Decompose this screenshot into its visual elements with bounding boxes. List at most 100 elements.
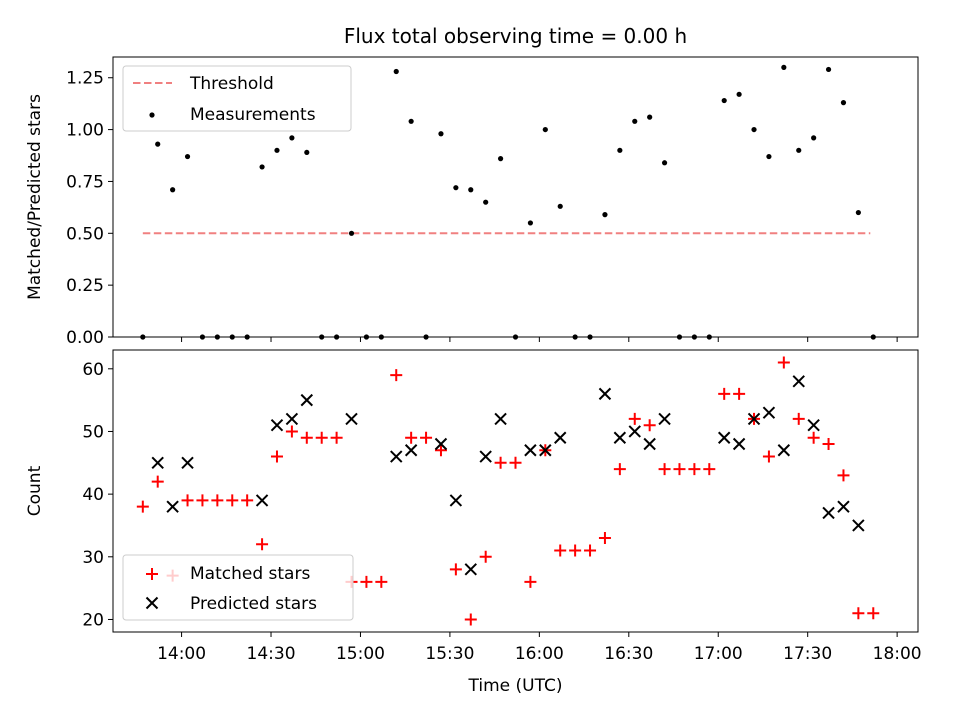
y-tick-label: 1.25 <box>66 69 104 89</box>
predicted-star-point <box>539 444 552 457</box>
measurement-point <box>781 64 787 70</box>
measurement-point <box>587 334 593 340</box>
predicted-star-point <box>404 444 418 457</box>
measurement-point <box>378 334 384 340</box>
predicted-star-point <box>151 456 164 470</box>
predicted-star-point <box>255 494 269 507</box>
predicted-star-point <box>732 437 746 451</box>
x-tick-label: 14:00 <box>157 644 206 664</box>
y-tick-label: 30 <box>82 548 104 568</box>
predicted-star-point <box>524 444 537 457</box>
y-tick-label: 60 <box>82 360 104 380</box>
matched-star-point <box>494 456 507 469</box>
measurement-point <box>483 199 489 205</box>
measurement-point <box>527 220 534 226</box>
predicted-star-point <box>449 494 463 507</box>
measurement-point <box>348 230 355 236</box>
measurement-point <box>602 212 608 218</box>
matched-star-point <box>241 494 254 507</box>
measurement-point <box>184 153 191 160</box>
y-tick-label: 0.00 <box>66 328 104 348</box>
measurement-point <box>199 334 206 340</box>
predicted-star-point <box>807 418 820 432</box>
predicted-star-point <box>643 437 656 451</box>
measurement-point <box>229 334 235 340</box>
matched-star-point <box>643 419 656 432</box>
matched-star-point <box>181 494 194 507</box>
legend-bottom: Matched stars Predicted stars <box>122 554 354 621</box>
measurement-point <box>468 187 474 193</box>
measurement-point <box>557 203 563 209</box>
matched-star-point <box>807 431 820 444</box>
x-tick-label: 15:00 <box>336 644 385 664</box>
y-tick-label: 0.75 <box>66 172 104 192</box>
measurement-point <box>497 156 504 162</box>
measurement-point <box>438 131 444 137</box>
predicted-star-point <box>434 437 448 451</box>
y-tick-label: 50 <box>82 422 104 442</box>
predicted-star-point <box>598 387 612 401</box>
matched-star-point <box>464 613 477 626</box>
legend-swatch-matched <box>146 568 158 580</box>
x-tick-label: 17:00 <box>694 644 743 664</box>
y-tick-label: 40 <box>82 485 104 505</box>
matched-star-point <box>390 369 403 382</box>
matched-star-point <box>867 607 880 620</box>
measurement-point <box>140 334 146 340</box>
predicted-star-point <box>792 375 805 388</box>
matched-star-point <box>300 431 313 444</box>
measurement-point <box>304 149 310 156</box>
predicted-star-point <box>762 406 776 419</box>
y-tick-label: 0.25 <box>66 276 104 296</box>
measurement-point <box>363 334 370 340</box>
legend-label-matched: Matched stars <box>190 564 310 584</box>
matched-star-point <box>330 431 343 444</box>
predicted-star-point <box>852 519 865 532</box>
measurement-point <box>289 135 295 141</box>
x-tick-label: 14:30 <box>247 644 296 664</box>
measurement-point <box>691 334 697 340</box>
predicted-star-point <box>717 431 731 444</box>
matched-star-point <box>270 450 283 463</box>
chart-title: Flux total observing time = 0.00 h <box>344 24 687 48</box>
measurement-point <box>274 147 280 153</box>
measurement-point <box>855 209 861 216</box>
matched-star-point <box>852 607 865 620</box>
matched-star-point <box>733 387 746 400</box>
y-axis-label: Matched/Predicted stars <box>25 94 45 300</box>
measurement-point <box>676 334 683 340</box>
predicted-star-point <box>345 412 358 426</box>
measurement-point <box>751 126 757 133</box>
predicted-star-point <box>494 412 507 426</box>
measurement-point <box>766 153 772 160</box>
measurement-point <box>706 334 712 340</box>
legend-swatch-measurements <box>149 112 155 118</box>
predicted-star-point <box>390 450 403 463</box>
predicted-star-point <box>837 500 850 513</box>
matched-star-point <box>613 463 626 476</box>
matched-star-point <box>479 550 492 563</box>
measurement-point <box>319 334 325 340</box>
matched-star-point <box>151 475 164 488</box>
legend-label-threshold: Threshold <box>189 74 274 94</box>
predicted-star-point <box>270 418 284 432</box>
matched-star-point <box>509 456 522 469</box>
matched-star-point <box>420 431 433 444</box>
x-tick-label: 18:00 <box>873 644 922 664</box>
predicted-star-point <box>747 412 761 426</box>
predicted-star-point <box>181 456 194 470</box>
matched-star-point <box>360 575 373 588</box>
matched-star-point <box>315 431 328 444</box>
matched-star-point <box>658 463 671 476</box>
x-tick-label: 15:30 <box>425 644 474 664</box>
matched-star-point <box>688 463 701 476</box>
matched-star-point <box>792 412 805 425</box>
measurement-point <box>542 126 548 133</box>
x-axis-label: Time (UTC) <box>468 676 563 696</box>
measurement-point <box>647 114 653 120</box>
y-tick-label: 0.50 <box>66 224 104 244</box>
legend-swatch-predicted <box>145 596 159 610</box>
measurement-point <box>796 147 802 153</box>
measurement-point <box>393 68 399 75</box>
matched-star-point <box>136 500 149 513</box>
